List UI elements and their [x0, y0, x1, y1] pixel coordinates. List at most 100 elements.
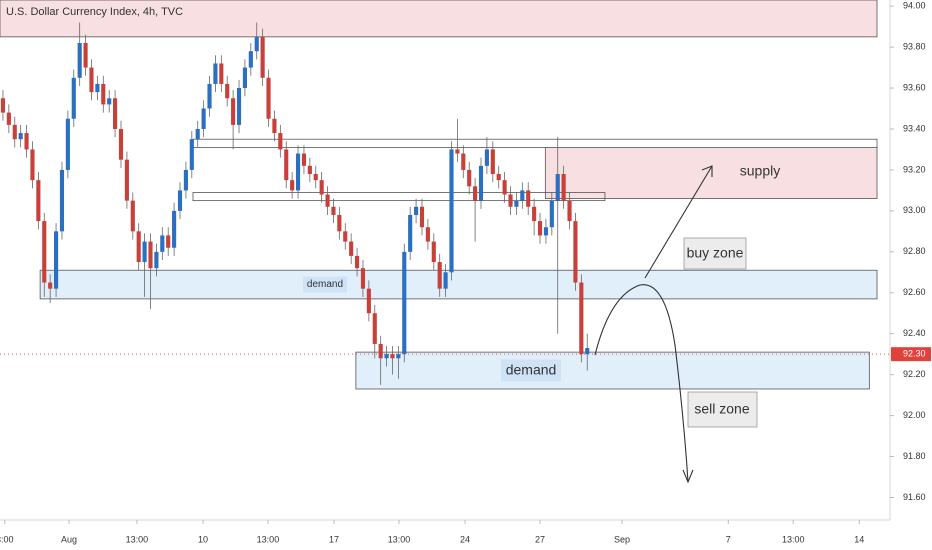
x-tick-label: 13:00	[257, 534, 280, 544]
candle-body	[166, 235, 171, 248]
x-tick-label: 24	[460, 534, 470, 544]
candle-body	[461, 153, 466, 170]
candle-body	[177, 190, 183, 211]
candle-body	[136, 231, 141, 263]
candle-body	[555, 174, 560, 201]
arrow-head	[682, 469, 694, 484]
candle-body	[490, 149, 495, 175]
candle-body	[48, 282, 53, 289]
zone	[39, 269, 878, 300]
candle-body	[284, 149, 289, 181]
candle-body	[437, 262, 442, 289]
candle-body	[384, 354, 389, 359]
zone	[0, 0, 878, 38]
annotation-box	[683, 237, 747, 270]
x-tick-label: 7	[726, 534, 731, 544]
y-tick-label: 93.20	[903, 164, 926, 174]
candle-body	[496, 174, 501, 181]
candle-body	[390, 354, 395, 359]
candle-body	[124, 159, 129, 201]
annotation: buy zone	[687, 245, 744, 261]
annotation: supply	[740, 163, 780, 179]
candle-body	[478, 165, 484, 201]
candle-body	[349, 241, 354, 256]
x-tick-label: Sep	[614, 534, 630, 544]
candle-body	[36, 180, 41, 222]
candle-body	[366, 288, 371, 314]
zone	[544, 147, 878, 199]
arrows	[594, 165, 713, 484]
candle-body	[160, 235, 165, 252]
candle-body	[372, 313, 377, 344]
candle-body	[508, 194, 513, 207]
last-price-label: 92.30	[903, 349, 926, 359]
candle-body	[183, 169, 188, 191]
y-tick-label: 92.40	[903, 328, 926, 338]
annotation-box	[687, 391, 758, 428]
candle-body	[219, 63, 224, 84]
candle-body	[337, 214, 342, 232]
candle-body	[172, 210, 177, 248]
candle-body	[313, 174, 318, 181]
candle-body	[12, 124, 17, 140]
candle-body	[567, 200, 572, 222]
plot	[0, 0, 890, 390]
candle-body	[142, 241, 147, 263]
last-price-box	[891, 347, 931, 362]
candle-body	[532, 206, 537, 222]
candle-body	[431, 241, 436, 263]
candle-body	[113, 98, 118, 129]
x-tick-label: 17	[329, 534, 339, 544]
x-tick-label: 13:00	[388, 534, 411, 544]
candle-body	[189, 139, 194, 170]
candle-body	[526, 190, 531, 207]
candle-body	[65, 118, 70, 170]
candle-body	[207, 83, 212, 109]
candle-body	[449, 149, 454, 273]
candle-body	[278, 133, 283, 150]
candle-body	[6, 112, 11, 125]
y-tick-label: 94.00	[903, 1, 926, 11]
candle-body	[354, 255, 360, 269]
candle-body	[254, 36, 259, 52]
candle-body	[195, 128, 200, 140]
x-tick-label: 27	[535, 534, 545, 544]
candle-body	[0, 98, 6, 113]
y-tick-label: 91.80	[903, 451, 926, 461]
candle-body	[260, 36, 265, 78]
candle-body	[455, 149, 460, 154]
candle-body	[443, 272, 448, 289]
candle-body	[360, 268, 366, 289]
y-tick-label: 92.60	[903, 287, 926, 297]
candle-body	[148, 241, 153, 269]
candle-body	[266, 77, 271, 119]
candle-body	[537, 221, 543, 236]
candle-body	[502, 180, 507, 195]
candle-body	[319, 180, 324, 195]
candle-body	[561, 174, 566, 201]
zone-label-bg	[303, 276, 347, 293]
zone-label: demand	[307, 279, 343, 290]
candle-body	[408, 214, 413, 252]
candle-body	[484, 149, 489, 166]
x-tick-label: 14	[854, 534, 864, 544]
candle-body	[425, 227, 430, 242]
candle-body	[30, 149, 35, 181]
candle-body	[242, 67, 247, 89]
candle-body	[77, 42, 82, 78]
candle-body	[59, 169, 65, 232]
candle-body	[290, 180, 295, 191]
candle-body	[231, 98, 236, 125]
annotation: sell zone	[694, 401, 749, 417]
candle-body	[414, 206, 419, 215]
candle-body	[107, 98, 112, 105]
candle-body	[402, 251, 407, 355]
candle-body	[42, 221, 47, 283]
candle-body	[343, 231, 348, 242]
x-tick-label: 3:00	[0, 534, 13, 544]
candle-body	[514, 200, 519, 207]
zone	[192, 192, 606, 202]
y-tick-label: 93.80	[903, 41, 926, 51]
candle-body	[24, 133, 29, 150]
